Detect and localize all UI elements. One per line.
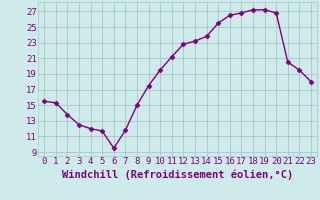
X-axis label: Windchill (Refroidissement éolien,°C): Windchill (Refroidissement éolien,°C): [62, 169, 293, 180]
